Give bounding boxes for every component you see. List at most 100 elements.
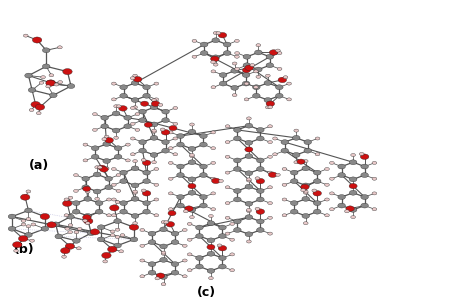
Circle shape	[46, 80, 55, 86]
Circle shape	[154, 198, 159, 201]
Circle shape	[225, 141, 230, 144]
Circle shape	[133, 191, 137, 194]
Circle shape	[275, 49, 280, 52]
Circle shape	[192, 39, 197, 42]
Circle shape	[130, 137, 135, 140]
Circle shape	[133, 106, 137, 109]
Circle shape	[200, 142, 207, 147]
Circle shape	[313, 179, 321, 184]
Circle shape	[190, 216, 194, 219]
Circle shape	[282, 167, 287, 170]
Circle shape	[161, 252, 166, 255]
Circle shape	[173, 122, 178, 125]
Circle shape	[313, 201, 321, 206]
Circle shape	[246, 117, 251, 120]
Circle shape	[112, 111, 120, 116]
Circle shape	[187, 269, 192, 272]
Circle shape	[95, 201, 103, 206]
Circle shape	[25, 232, 32, 237]
Circle shape	[140, 275, 145, 278]
Circle shape	[42, 64, 50, 69]
Circle shape	[92, 113, 97, 116]
Circle shape	[120, 209, 128, 214]
Circle shape	[223, 42, 231, 47]
Circle shape	[101, 124, 109, 129]
Circle shape	[231, 68, 238, 73]
Circle shape	[65, 243, 74, 249]
Circle shape	[169, 125, 177, 131]
Circle shape	[150, 105, 158, 110]
Circle shape	[114, 219, 121, 224]
Circle shape	[182, 259, 187, 262]
Circle shape	[256, 228, 264, 232]
Circle shape	[143, 170, 150, 175]
Circle shape	[95, 209, 103, 214]
Circle shape	[325, 183, 329, 186]
Circle shape	[21, 223, 26, 226]
Circle shape	[192, 55, 197, 58]
Circle shape	[234, 127, 241, 132]
Circle shape	[160, 244, 167, 249]
Circle shape	[63, 69, 72, 75]
Circle shape	[245, 171, 253, 176]
Circle shape	[277, 67, 282, 70]
Circle shape	[115, 201, 120, 204]
Circle shape	[254, 70, 258, 73]
Circle shape	[124, 115, 131, 120]
Circle shape	[105, 176, 112, 181]
Circle shape	[246, 210, 251, 213]
Circle shape	[225, 155, 230, 158]
Circle shape	[162, 118, 169, 123]
Circle shape	[196, 264, 203, 269]
Circle shape	[207, 221, 215, 226]
Circle shape	[291, 179, 298, 184]
Circle shape	[168, 131, 173, 134]
Circle shape	[211, 177, 216, 180]
Circle shape	[25, 208, 32, 213]
Circle shape	[266, 54, 273, 59]
Circle shape	[148, 240, 156, 245]
Circle shape	[57, 46, 62, 49]
Circle shape	[124, 124, 131, 129]
Circle shape	[93, 172, 101, 177]
Circle shape	[212, 38, 219, 43]
Circle shape	[255, 207, 260, 210]
Circle shape	[21, 219, 26, 222]
Circle shape	[105, 138, 113, 143]
Circle shape	[26, 190, 31, 193]
Circle shape	[12, 242, 22, 248]
Circle shape	[329, 177, 334, 180]
Circle shape	[114, 136, 118, 139]
Circle shape	[139, 148, 146, 153]
Circle shape	[116, 189, 121, 192]
Circle shape	[234, 228, 241, 232]
Circle shape	[225, 232, 230, 235]
Circle shape	[161, 283, 166, 286]
Circle shape	[207, 238, 215, 243]
Circle shape	[83, 143, 88, 146]
Circle shape	[211, 161, 216, 164]
Circle shape	[171, 262, 179, 267]
Circle shape	[95, 197, 100, 200]
Circle shape	[35, 104, 45, 110]
Circle shape	[218, 32, 227, 38]
Circle shape	[196, 256, 203, 260]
Circle shape	[188, 129, 196, 134]
Circle shape	[148, 231, 156, 236]
Circle shape	[8, 214, 16, 219]
Circle shape	[209, 214, 213, 217]
Circle shape	[188, 177, 196, 182]
Circle shape	[83, 159, 88, 162]
Circle shape	[171, 231, 179, 236]
Circle shape	[111, 82, 116, 85]
Circle shape	[211, 208, 216, 211]
Circle shape	[349, 207, 357, 212]
Circle shape	[212, 55, 219, 60]
Circle shape	[256, 75, 261, 78]
Circle shape	[151, 101, 160, 106]
Circle shape	[26, 225, 31, 228]
Circle shape	[83, 218, 93, 224]
Circle shape	[108, 246, 117, 252]
Circle shape	[211, 60, 216, 63]
Circle shape	[234, 136, 241, 141]
